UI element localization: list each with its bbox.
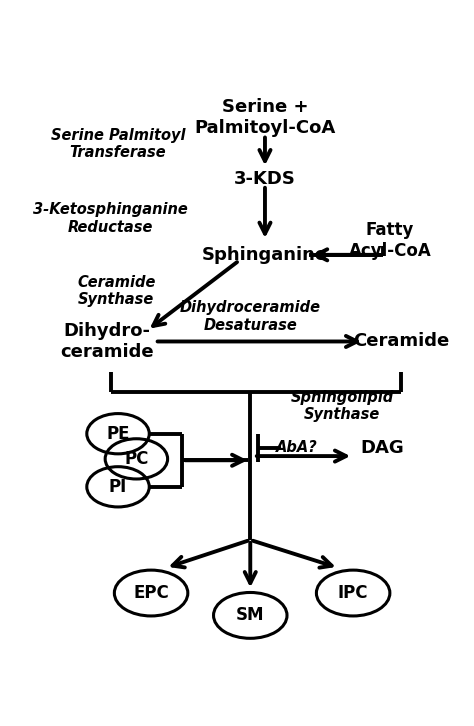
Text: DAG: DAG (361, 439, 404, 457)
Text: Serine Palmitoyl
Transferase: Serine Palmitoyl Transferase (51, 128, 185, 160)
Text: Dihydroceramide
Desaturase: Dihydroceramide Desaturase (180, 300, 321, 333)
Text: Serine +
Palmitoyl-CoA: Serine + Palmitoyl-CoA (194, 99, 336, 137)
Text: PI: PI (109, 478, 127, 496)
Text: Sphingolipid
Synthase: Sphingolipid Synthase (291, 390, 394, 422)
Text: SM: SM (236, 606, 264, 624)
Text: PC: PC (124, 450, 148, 468)
Text: Sphinganine: Sphinganine (202, 246, 328, 264)
Text: Dihydro-
ceramide: Dihydro- ceramide (60, 322, 154, 361)
Text: PE: PE (106, 425, 130, 443)
Text: Ceramide: Ceramide (353, 333, 449, 351)
Text: IPC: IPC (338, 584, 368, 602)
Text: Ceramide
Synthase: Ceramide Synthase (77, 275, 155, 307)
Text: AbA?: AbA? (276, 440, 318, 455)
Text: EPC: EPC (133, 584, 169, 602)
Text: 3-Ketosphinganine
Reductase: 3-Ketosphinganine Reductase (33, 203, 188, 234)
Text: Fatty
Acyl-CoA: Fatty Acyl-CoA (348, 221, 431, 260)
Text: 3-KDS: 3-KDS (234, 171, 296, 188)
